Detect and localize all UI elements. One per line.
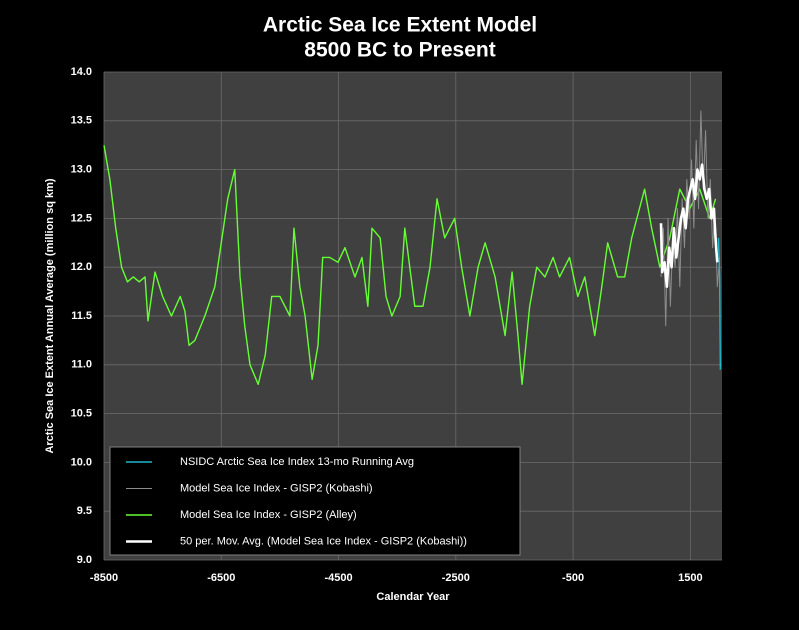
series-line xyxy=(717,237,722,370)
y-tick-label: 12.5 xyxy=(71,212,92,224)
legend-label: Model Sea Ice Index - GISP2 (Alley) xyxy=(180,509,357,521)
legend-label: 50 per. Mov. Avg. (Model Sea Ice Index -… xyxy=(180,535,467,547)
x-tick-label: -8500 xyxy=(90,572,118,584)
legend-label: Model Sea Ice Index - GISP2 (Kobashi) xyxy=(180,482,373,494)
y-tick-label: 11.0 xyxy=(71,359,92,371)
y-tick-label: 13.5 xyxy=(71,115,92,127)
y-tick-label: 13.0 xyxy=(71,164,92,176)
series-line xyxy=(103,145,717,386)
legend-box xyxy=(109,446,521,556)
chart-subtitle: 8500 BC to Present xyxy=(304,39,495,62)
y-tick-label: 11.5 xyxy=(71,310,92,322)
y-axis-label: Arctic Sea Ice Extent Annual Average (mi… xyxy=(44,178,56,453)
y-tick-label: 10.0 xyxy=(71,456,92,468)
legend-label: NSIDC Arctic Sea Ice Index 13-mo Running… xyxy=(180,456,414,468)
x-tick-label: -500 xyxy=(562,572,584,584)
y-tick-label: 9.5 xyxy=(77,505,92,517)
series-line xyxy=(659,163,719,289)
y-tick-label: 14.0 xyxy=(71,66,92,78)
y-tick-label: 12.0 xyxy=(71,261,92,273)
legend: NSIDC Arctic Sea Ice Index 13-mo Running… xyxy=(109,446,521,556)
y-tick-label: 9.0 xyxy=(77,554,92,566)
y-tick-label: 10.5 xyxy=(71,408,92,420)
chart-title: Arctic Sea Ice Extent Model xyxy=(263,14,537,37)
grid xyxy=(103,71,722,561)
x-tick-label: -4500 xyxy=(324,572,352,584)
x-tick-label: 1500 xyxy=(678,572,702,584)
x-axis-label: Calendar Year xyxy=(376,591,450,603)
x-tick-label: -2500 xyxy=(442,572,470,584)
x-tick-label: -6500 xyxy=(207,572,235,584)
lines xyxy=(103,110,722,386)
